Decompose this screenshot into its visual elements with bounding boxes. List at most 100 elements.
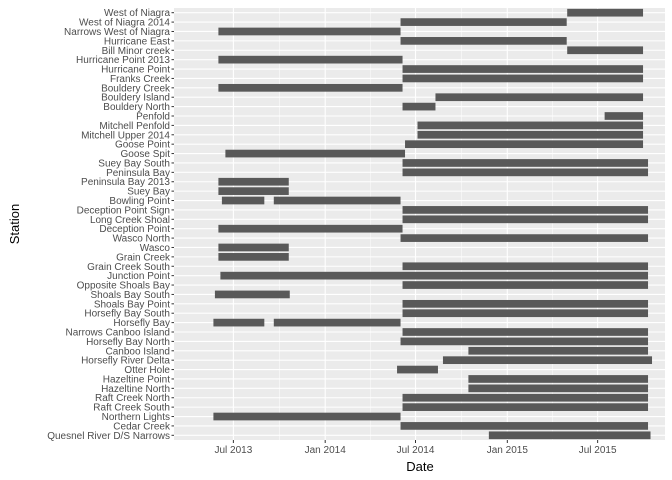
y-tick-label: Deception Point Sign (77, 205, 170, 216)
y-tick-label: Quesnel River D/S Narrows (47, 431, 170, 442)
station-bar (400, 18, 567, 26)
y-tick-label: Hurricane Point 2013 (76, 55, 170, 66)
station-bar (402, 328, 649, 336)
y-axis-title: Station (7, 204, 22, 244)
station-bar (402, 309, 649, 318)
y-tick-label: Horsefly River Delta (81, 356, 170, 367)
y-tick-label: Cedar Creek (113, 421, 171, 432)
station-bar (402, 262, 649, 271)
y-tick-label: Mitchell Penfold (99, 121, 170, 132)
station-bar (218, 253, 289, 261)
station-bar (273, 318, 401, 327)
y-tick-label: Goose Spit (121, 149, 171, 160)
x-tick-marks (232, 440, 599, 443)
y-tick-label: Bill Minor creek (102, 46, 171, 57)
station-bar (488, 431, 651, 440)
station-bar (218, 27, 401, 36)
station-bar (417, 130, 644, 139)
y-tick-label: Hurricane Point (101, 65, 170, 76)
station-bar (218, 177, 289, 186)
y-tick-label: Wasco North (113, 234, 170, 245)
station-bar (417, 121, 644, 130)
y-tick-label: Suey Bay (127, 187, 170, 198)
x-tick-label: Jan 2014 (305, 445, 347, 456)
y-tick-label: Narrows Canboo Island (66, 328, 171, 339)
y-tick-label: Penfold (136, 112, 170, 123)
station-bar (402, 215, 649, 224)
x-tick-label: Jul 2015 (579, 445, 617, 456)
station-bar (214, 290, 290, 299)
y-tick-label: Opposite Shoals Bay (77, 281, 170, 292)
station-bar (402, 168, 649, 177)
y-tick-label: Peninsula Bay 2013 (81, 177, 170, 188)
y-tick-label: Peninsula Bay (106, 168, 170, 179)
station-bar (567, 46, 644, 55)
y-tick-marks (171, 12, 174, 436)
station-bar (213, 412, 401, 421)
station-bar (402, 102, 436, 111)
station-bar (400, 422, 649, 430)
y-tick-label: Franks Creek (110, 74, 171, 85)
station-bar (604, 112, 644, 120)
x-tick-label: Jul 2013 (214, 445, 252, 456)
station-bar (402, 74, 644, 83)
station-bar (400, 37, 567, 45)
y-tick-label: Hazeltine Point (103, 374, 170, 385)
y-tick-label: Horsefly Bay North (86, 337, 170, 348)
y-tick-label: Junction Point (107, 271, 170, 282)
station-bar (218, 55, 403, 64)
y-tick-label: Hurricane East (104, 36, 170, 47)
station-bar (218, 83, 403, 92)
station-bar (468, 384, 649, 393)
station-bar (221, 196, 265, 205)
station-bar (225, 149, 406, 158)
y-tick-label: Grain Creek South (87, 262, 170, 273)
station-bar (468, 375, 649, 383)
station-bar (435, 93, 644, 102)
x-tick-labels: Jul 2013 Jan 2014 Jul 2014 Jan 2015 Jul 2015 (214, 445, 617, 456)
station-bar (405, 140, 644, 149)
y-tick-label: Raft Creek South (93, 403, 170, 414)
x-tick-label: Jan 2015 (487, 445, 529, 456)
station-bar (402, 393, 649, 402)
y-tick-label: Bowling Point (109, 196, 170, 207)
y-tick-label: Northern Lights (102, 412, 170, 423)
y-tick-label: Shoals Bay Point (94, 299, 170, 310)
station-bar (397, 365, 438, 374)
y-tick-label: Horsefly Bay (113, 318, 170, 329)
station-bar (468, 346, 649, 355)
y-tick-label: Narrows West of Niagra (64, 27, 170, 38)
station-bar (402, 159, 649, 167)
y-tick-label: Wasco (140, 243, 171, 254)
station-bar (273, 196, 401, 205)
y-tick-label: Mitchell Upper 2014 (81, 130, 170, 141)
y-tick-label: Hazeltine North (101, 384, 170, 395)
station-bar (402, 206, 649, 214)
station-bar (218, 243, 289, 252)
station-bar (442, 356, 653, 365)
station-bar (400, 337, 649, 346)
y-tick-label: Bouldery Creek (101, 83, 171, 94)
station-bar (218, 224, 403, 233)
y-tick-label: Canboo Island (106, 346, 171, 357)
station-bar (400, 234, 649, 242)
y-tick-label: Suey Bay South (98, 158, 170, 169)
station-bar (567, 8, 644, 17)
x-tick-label: Jul 2014 (397, 445, 435, 456)
y-tick-label: Bouldery Island (101, 93, 170, 104)
y-tick-label: Long Creek Shoal (90, 215, 170, 226)
station-bar (213, 318, 265, 327)
station-bar (218, 187, 289, 195)
station-bar (402, 281, 649, 289)
data-bars (213, 8, 653, 440)
station-bar (402, 403, 649, 411)
station-bar (402, 299, 649, 308)
y-tick-label: West of Niagra 2014 (79, 18, 170, 29)
y-tick-label: Bouldery North (103, 102, 170, 113)
y-tick-label: Horsefly Bay South (84, 309, 170, 320)
y-tick-label: West of Niagra (104, 8, 170, 19)
station-bar (402, 65, 644, 73)
y-tick-label: Otter Hole (124, 365, 170, 376)
